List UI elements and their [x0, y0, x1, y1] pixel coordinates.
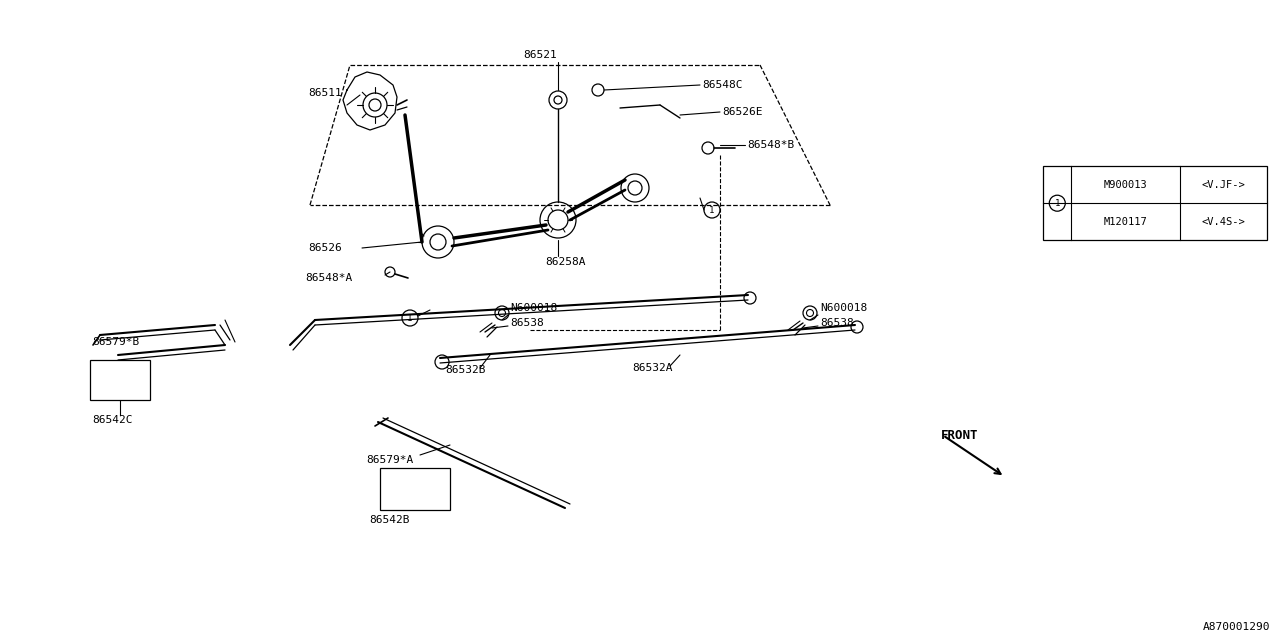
Bar [1043, 166, 1267, 240]
Text: FRONT: FRONT [941, 429, 978, 442]
Text: N600018: N600018 [820, 303, 868, 313]
Text: 86548*B: 86548*B [748, 140, 795, 150]
Bar [380, 468, 451, 510]
Text: M120117: M120117 [1103, 216, 1148, 227]
Text: <V.JF->: <V.JF-> [1202, 180, 1245, 190]
Text: 86538: 86538 [820, 318, 854, 328]
Text: 86532A: 86532A [632, 363, 672, 373]
Text: 86542B: 86542B [370, 515, 411, 525]
Text: <V.4S->: <V.4S-> [1202, 216, 1245, 227]
Text: 86526E: 86526E [722, 107, 763, 117]
Circle shape [704, 202, 719, 218]
Text: 86521: 86521 [524, 50, 557, 60]
Text: 86538: 86538 [509, 318, 544, 328]
Text: 1: 1 [407, 314, 412, 323]
Bar [90, 360, 150, 400]
Text: 86511: 86511 [308, 88, 342, 98]
Text: 86579*B: 86579*B [92, 337, 140, 347]
Text: 86526: 86526 [308, 243, 342, 253]
Text: A870001290: A870001290 [1202, 622, 1270, 632]
Text: 86579*A: 86579*A [366, 455, 413, 465]
Text: 86532B: 86532B [445, 365, 485, 375]
Text: M900013: M900013 [1103, 180, 1148, 190]
Text: 86548*A: 86548*A [305, 273, 352, 283]
Text: 1: 1 [1055, 198, 1060, 208]
Text: 86258A: 86258A [545, 257, 585, 267]
Text: 86548C: 86548C [701, 80, 742, 90]
Text: 86542C: 86542C [92, 415, 133, 425]
Circle shape [402, 310, 419, 326]
Text: N600018: N600018 [509, 303, 557, 313]
Text: 1: 1 [709, 205, 714, 214]
Circle shape [1050, 195, 1065, 211]
